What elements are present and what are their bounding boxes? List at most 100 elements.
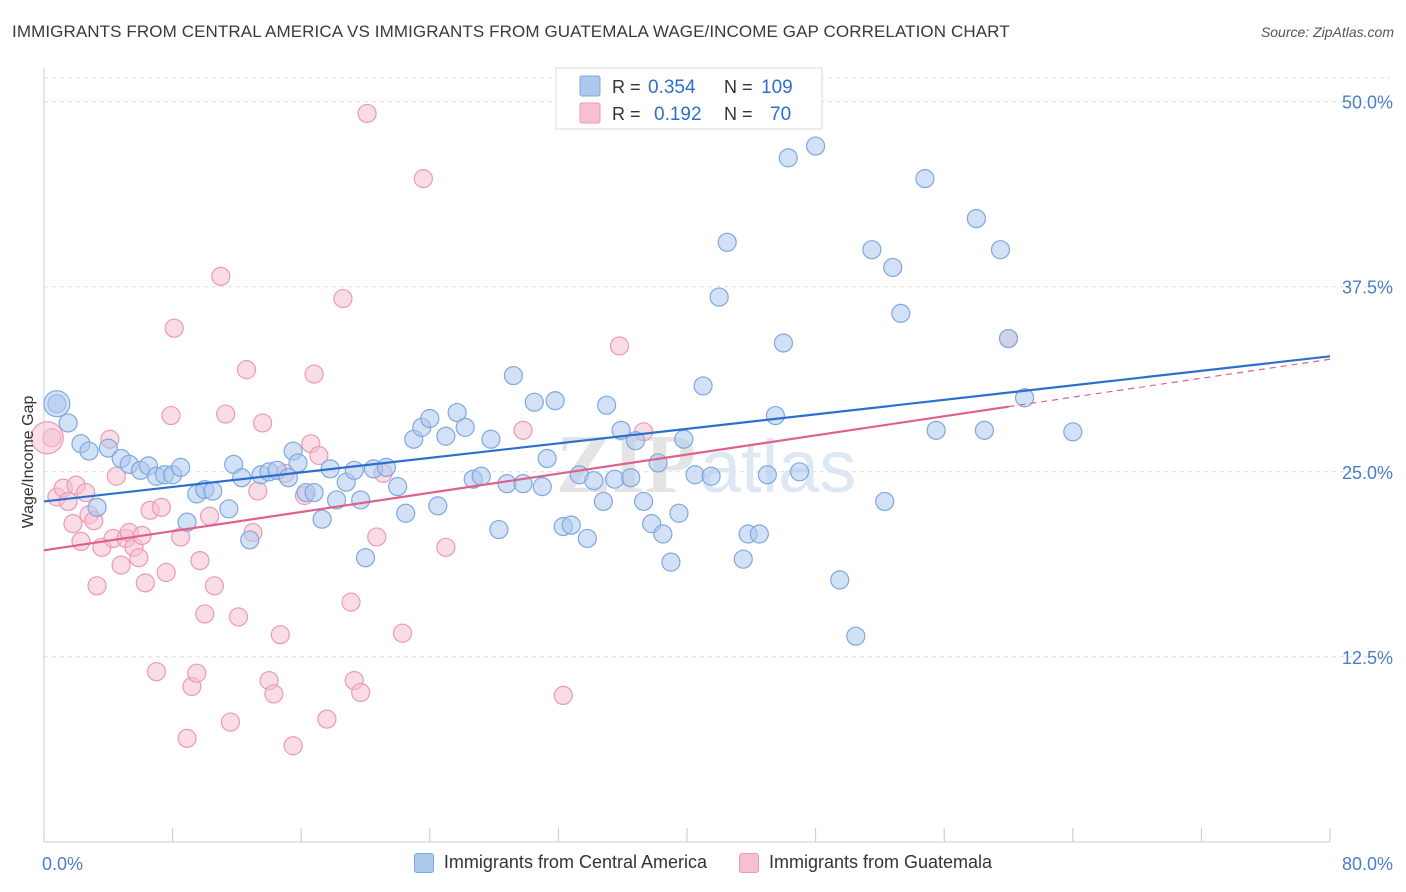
central-america-point [661, 552, 681, 572]
guatemala-point [436, 537, 456, 557]
central-america-point [875, 491, 895, 512]
central-america-point [98, 438, 118, 458]
central-america-point [621, 468, 641, 488]
central-america-point [388, 477, 408, 497]
guatemala-point [177, 728, 197, 748]
guatemala-point [351, 682, 371, 703]
central-america-point [489, 519, 509, 540]
central-america-point [561, 515, 581, 535]
guatemala-point [553, 685, 573, 706]
central-america-point [524, 392, 544, 412]
x-tick-label-min: 0.0% [42, 854, 83, 874]
central-america-point [455, 417, 475, 437]
central-america-point [685, 465, 705, 485]
legend-r-label-2: R = [612, 104, 641, 124]
central-america-point [240, 530, 260, 550]
central-america-point [674, 429, 694, 449]
legend-swatch-blue [579, 75, 601, 97]
central-america-point [648, 453, 668, 473]
legend-label-central-america: Immigrants from Central America [443, 852, 707, 872]
central-america-point [326, 490, 347, 510]
central-america-point [605, 469, 625, 489]
guatemala-point [111, 555, 131, 575]
guatemala-point [63, 514, 83, 534]
series-legend: Immigrants from Central America Immigran… [0, 852, 1406, 873]
guatemala-point [135, 573, 155, 593]
central-america-point [344, 460, 364, 480]
central-america-point [633, 491, 654, 512]
central-america-point [998, 328, 1019, 349]
legend-swatch-central-america [413, 852, 434, 873]
guatemala-point [164, 318, 184, 338]
guatemala-point [87, 576, 107, 596]
guatemala-point [211, 266, 231, 286]
y-axis-title: Wage/Income Gap [20, 396, 37, 529]
y-tick-label: 37.5% [1342, 278, 1393, 298]
central-america-point [58, 413, 78, 433]
guatemala-point [236, 360, 257, 380]
central-america-point [1063, 422, 1083, 442]
guatemala-point [156, 562, 176, 583]
central-america-point [926, 420, 946, 440]
guatemala-point [187, 663, 207, 683]
guatemala-point [129, 548, 149, 568]
legend-label-guatemala: Immigrants from Guatemala [769, 852, 993, 872]
central-america-point [171, 457, 191, 477]
central-america-points [43, 136, 1083, 646]
central-america-point [420, 408, 440, 429]
central-america-point [481, 429, 501, 449]
central-america-point [862, 240, 882, 260]
guatemala-point [357, 103, 377, 124]
guatemala-point [253, 413, 273, 433]
legend-item-guatemala[interactable]: Immigrants from Guatemala [739, 852, 992, 873]
central-america-point [288, 453, 308, 473]
legend-n-value-1: 109 [761, 77, 793, 98]
guatemala-point [413, 169, 433, 189]
central-america-point [717, 232, 737, 252]
y-tick-label: 25.0% [1342, 463, 1393, 483]
y-tick-label: 12.5% [1342, 648, 1393, 668]
legend-n-label-2: N = [724, 104, 753, 124]
central-america-point [436, 426, 456, 446]
central-america-point [733, 549, 753, 569]
legend-n-value-2: 70 [770, 104, 791, 125]
central-america-point [203, 481, 223, 501]
x-tick-label-max: 80.0% [1342, 854, 1393, 874]
central-america-point [177, 512, 197, 532]
y-tick-labels: 12.5% 25.0% 37.5% 50.0% [1342, 93, 1393, 668]
guatemala-point [161, 405, 181, 426]
central-america-point [304, 482, 324, 503]
central-america-point [497, 474, 517, 494]
y-tick-label: 50.0% [1342, 93, 1393, 113]
central-america-point [915, 169, 935, 189]
central-america-point [830, 570, 850, 590]
guatemala-point [609, 336, 630, 356]
guatemala-point [228, 607, 249, 627]
central-america-point [701, 466, 721, 486]
guatemala-point [270, 625, 290, 645]
central-america-point [597, 395, 617, 415]
central-america-point [312, 509, 332, 529]
central-america-point [749, 524, 769, 544]
guatemala-point [151, 497, 171, 517]
guatemala-point [367, 527, 387, 547]
central-america-point [537, 448, 557, 469]
central-america-point [846, 626, 866, 646]
trend-line-guatemala [43, 405, 1009, 552]
watermark-atlas: atlas [700, 425, 856, 508]
guatemala-point [195, 604, 215, 624]
legend-r-label-1: R = [612, 77, 641, 97]
guatemala-point [58, 491, 78, 512]
central-america-point [447, 402, 467, 423]
guatemala-point [264, 684, 284, 704]
guatemala-point [333, 288, 353, 309]
central-america-point [577, 528, 597, 549]
guatemala-point [283, 736, 303, 756]
legend-item-central-america[interactable]: Immigrants from Central America [413, 852, 707, 873]
guatemala-point [71, 531, 91, 552]
central-america-point [396, 503, 416, 523]
central-america-point-large [43, 390, 71, 418]
central-america-point [545, 391, 565, 411]
central-america-point [219, 499, 239, 519]
guatemala-point [220, 712, 241, 732]
